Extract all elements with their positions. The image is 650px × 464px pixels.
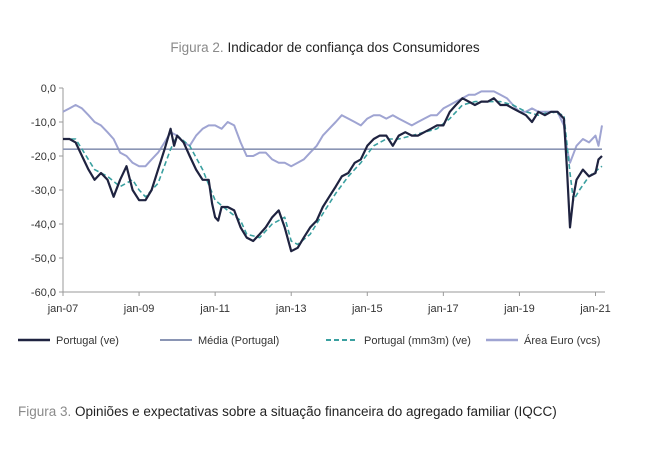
x-tick-label: jan-07 (47, 303, 79, 315)
legend: Portugal (ve) Média (Portugal) Portugal (m… (18, 334, 600, 347)
y-tick-label: -10,0 (31, 117, 56, 129)
series-line-2 (63, 102, 602, 245)
confidence-line-chart: 0,0 -10,0 -20,0 -30,0 -40,0 -50,0 -60,0 jan-07… (0, 0, 650, 400)
legend-label-3: Área Euro (vcs) (524, 334, 600, 347)
x-tick-label: jan-11 (199, 303, 230, 315)
figure-3-number: Figura 3. (18, 404, 71, 419)
y-tick-label: 0,0 (41, 83, 56, 95)
y-axis: 0,0 -10,0 -20,0 -30,0 -40,0 -50,0 -60,0 (31, 83, 63, 299)
legend-label-1: Média (Portugal) (198, 335, 279, 347)
x-tick-label: jan-21 (579, 303, 611, 315)
x-tick-label: jan-13 (275, 303, 307, 315)
legend-label-0: Portugal (ve) (56, 335, 119, 347)
series-line-3 (63, 91, 602, 166)
figure-3-heading: Opiniões e expectativas sobre a situação… (75, 404, 557, 419)
x-tick-label: jan-09 (123, 303, 155, 315)
x-axis: jan-07 jan-09 jan-11 jan-13 jan-15 jan-17 jan-… (47, 292, 611, 315)
figure-3-title: Figura 3. Opiniões e expectativas sobre … (18, 404, 557, 419)
series-layer (63, 91, 602, 251)
legend-label-2: Portugal (mm3m) (ve) (364, 335, 471, 347)
y-tick-label: -30,0 (31, 185, 56, 197)
y-tick-label: -60,0 (31, 287, 56, 299)
series-line-0 (63, 98, 602, 251)
y-tick-label: -40,0 (31, 219, 56, 231)
y-tick-label: -20,0 (31, 151, 56, 163)
x-tick-label: jan-15 (351, 303, 383, 315)
x-tick-label: jan-19 (503, 303, 535, 315)
y-tick-label: -50,0 (31, 253, 56, 265)
x-tick-label: jan-17 (427, 303, 459, 315)
